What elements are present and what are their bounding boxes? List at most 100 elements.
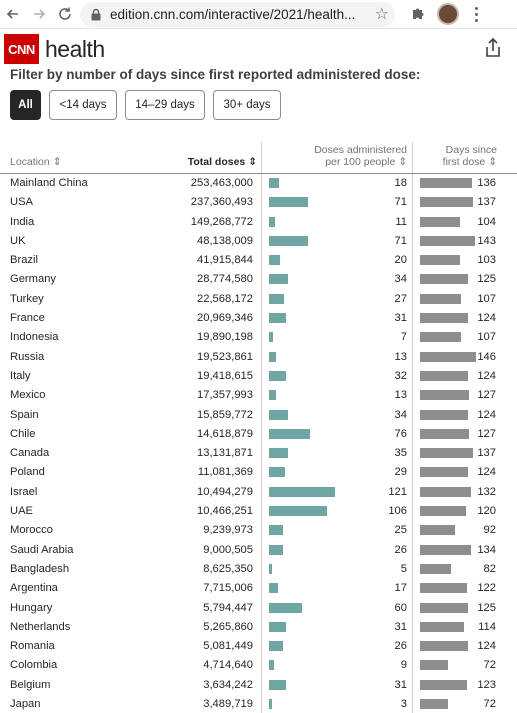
- table-row: Romania 5,081,449 26 124: [0, 637, 517, 656]
- location-cell: Romania: [10, 640, 55, 653]
- days-cell: 124: [477, 369, 496, 382]
- days-bar: [420, 178, 473, 188]
- location-cell: Turkey: [10, 292, 44, 305]
- per100-bar: [269, 660, 274, 671]
- per100-bar: [269, 563, 272, 574]
- sort-icon[interactable]: ⇕: [395, 156, 407, 168]
- per100-bar: [269, 448, 289, 459]
- sort-icon[interactable]: ⇕: [49, 156, 62, 168]
- days-bar: [420, 563, 452, 574]
- days-column-header[interactable]: Days since first dose ⇕: [442, 144, 497, 168]
- table-row: Japan 3,489,719 3 72: [0, 695, 517, 713]
- sort-icon[interactable]: ⇕: [245, 156, 257, 168]
- location-column-header[interactable]: Location ⇕: [10, 156, 62, 168]
- total-doses-cell: 3,634,242: [203, 678, 253, 691]
- table-row: India 149,268,772 11 104: [0, 213, 517, 232]
- location-cell: Belgium: [10, 678, 51, 691]
- total-doses-cell: 48,138,009: [197, 234, 253, 247]
- days-cell: 137: [477, 196, 496, 209]
- days-cell: 107: [477, 331, 496, 344]
- cnn-logo[interactable]: CNN: [4, 34, 39, 64]
- per100-column-header[interactable]: Doses administered per 100 people ⇕: [314, 144, 407, 168]
- total-doses-cell: 7,715,006: [203, 582, 253, 595]
- per100-cell: 26: [394, 543, 407, 556]
- days-cell: 127: [477, 427, 496, 440]
- table-header: Location ⇕ Total doses ⇕ Doses administe…: [0, 142, 517, 174]
- filter-30-plus-button[interactable]: 30+ days: [213, 90, 281, 120]
- location-cell: Saudi Arabia: [10, 543, 74, 556]
- days-bar: [420, 293, 462, 304]
- reload-icon[interactable]: [52, 1, 78, 27]
- per100-cell: 11: [395, 215, 407, 228]
- location-cell: Morocco: [10, 524, 53, 537]
- per100-cell: 34: [394, 408, 407, 421]
- per100-cell: 71: [394, 196, 407, 209]
- per100-cell: 60: [394, 601, 407, 614]
- days-bar: [420, 660, 448, 671]
- table-row: Colombia 4,714,640 9 72: [0, 656, 517, 675]
- table-row: UAE 10,466,251 106 120: [0, 502, 517, 521]
- sort-icon[interactable]: ⇕: [485, 156, 497, 168]
- per100-bar: [269, 370, 287, 381]
- total-doses-cell: 253,463,000: [190, 177, 253, 189]
- total-doses-cell: 10,494,279: [197, 485, 253, 498]
- total-doses-cell: 5,794,447: [203, 601, 253, 614]
- days-bar: [420, 679, 468, 690]
- filter-under-14-button[interactable]: <14 days: [49, 90, 117, 120]
- total-doses-cell: 9,000,505: [203, 543, 253, 556]
- url-text[interactable]: edition.cnn.com/interactive/2021/health.…: [110, 6, 356, 22]
- days-bar: [420, 486, 471, 497]
- table-row: Mexico 17,357,993 13 127: [0, 386, 517, 405]
- table-row: Chile 14,618,879 76 127: [0, 425, 517, 444]
- section-title[interactable]: health: [45, 35, 105, 62]
- location-cell: Israel: [10, 485, 38, 498]
- days-cell: 132: [477, 485, 496, 498]
- location-cell: Germany: [10, 273, 57, 286]
- star-icon[interactable]: ☆: [374, 6, 389, 23]
- table-row: Hungary 5,794,447 60 125: [0, 599, 517, 618]
- per100-cell: 20: [394, 254, 407, 267]
- per100-cell: 34: [394, 273, 407, 286]
- days-cell: 92: [483, 524, 496, 537]
- forward-arrow-icon[interactable]: [26, 1, 52, 27]
- total-doses-column-header[interactable]: Total doses ⇕: [187, 156, 257, 168]
- per100-bar: [269, 641, 284, 652]
- per100-bar: [269, 197, 308, 208]
- days-bar: [420, 602, 468, 613]
- per100-cell: 7: [400, 331, 407, 344]
- per100-bar: [269, 525, 283, 536]
- address-bar[interactable]: edition.cnn.com/interactive/2021/health.…: [80, 1, 395, 27]
- per100-bar: [269, 506, 327, 517]
- location-cell: Russia: [10, 350, 45, 363]
- share-icon[interactable]: [483, 37, 503, 64]
- days-cell: 82: [483, 562, 496, 575]
- location-cell: Poland: [10, 466, 45, 479]
- more-menu-icon[interactable]: [467, 6, 485, 22]
- vaccination-table: Location ⇕ Total doses ⇕ Doses administe…: [0, 142, 517, 713]
- profile-avatar[interactable]: [437, 3, 459, 25]
- location-cell: Canada: [10, 447, 50, 460]
- per100-cell: 26: [394, 640, 407, 653]
- table-row: Italy 19,418,615 32 124: [0, 367, 517, 386]
- total-doses-cell: 15,859,772: [197, 408, 253, 421]
- location-cell: Indonesia: [10, 331, 59, 344]
- location-cell: USA: [10, 196, 34, 209]
- puzzle-icon[interactable]: [405, 1, 431, 27]
- back-arrow-icon[interactable]: [0, 1, 26, 27]
- filter-14-29-button[interactable]: 14–29 days: [125, 90, 205, 120]
- per100-bar: [269, 621, 286, 632]
- per100-cell: 29: [394, 466, 407, 479]
- total-doses-cell: 13,131,871: [197, 447, 253, 460]
- filter-all-button[interactable]: All: [10, 90, 41, 120]
- total-doses-cell: 19,890,198: [197, 331, 253, 344]
- per100-bar: [269, 679, 286, 690]
- days-bar: [420, 409, 468, 420]
- location-cell: Mainland China: [10, 177, 88, 189]
- lock-icon[interactable]: [90, 7, 104, 21]
- days-cell: 72: [483, 698, 496, 711]
- location-cell: Chile: [10, 427, 36, 440]
- per100-bar: [269, 274, 288, 285]
- per100-cell: 76: [394, 427, 407, 440]
- per100-cell: 13: [394, 389, 407, 402]
- days-cell: 124: [477, 640, 496, 653]
